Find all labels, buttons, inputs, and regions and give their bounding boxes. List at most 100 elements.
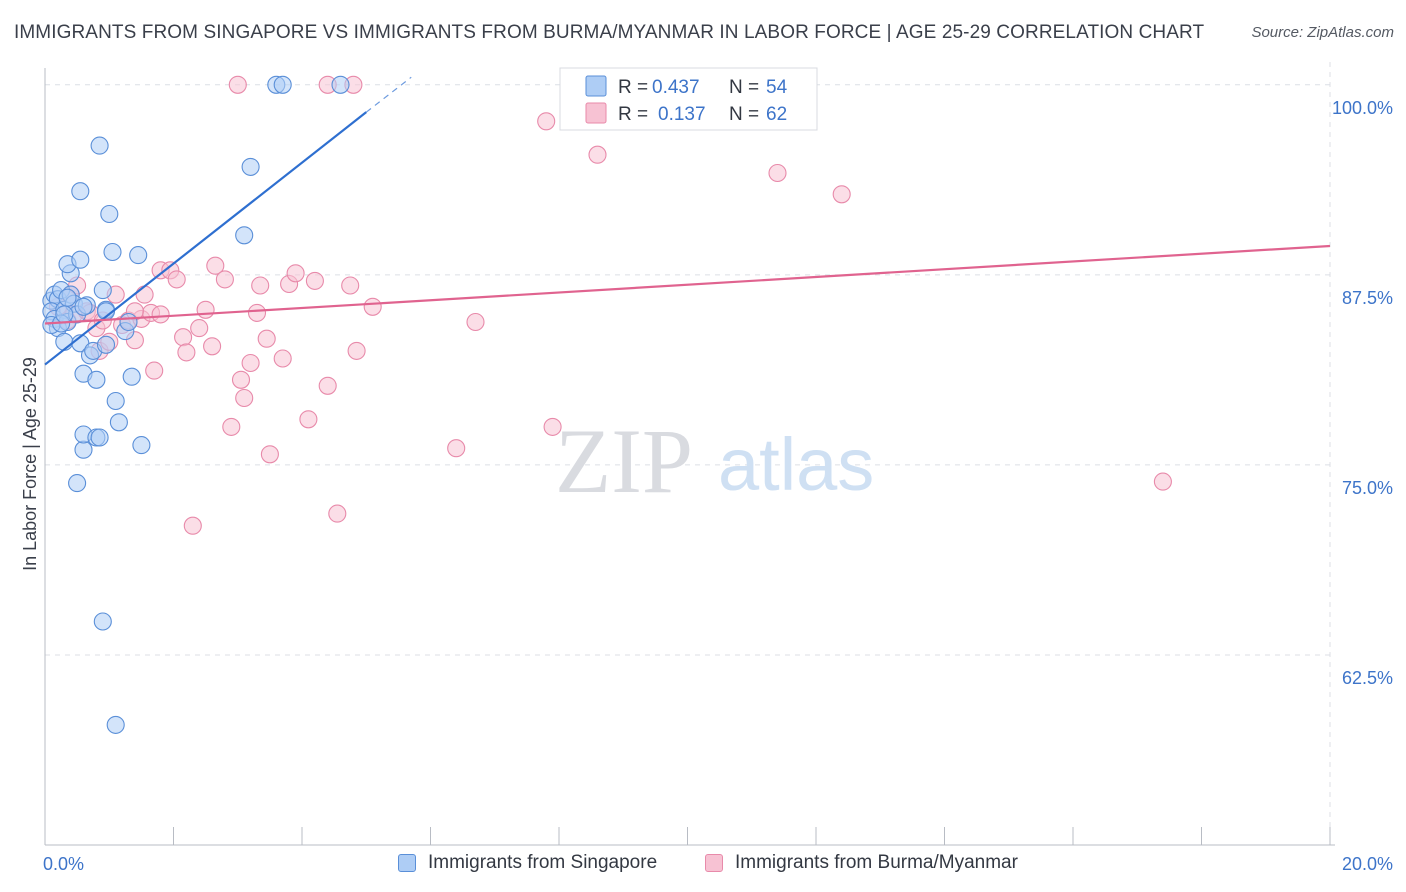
burma-point bbox=[363, 297, 382, 316]
source-credit: Source: ZipAtlas.com bbox=[1251, 24, 1394, 41]
singapore-point bbox=[331, 75, 350, 94]
y-tick-label: 62.5% bbox=[1342, 668, 1393, 688]
singapore-point bbox=[93, 612, 112, 631]
y-tick-label: 87.5% bbox=[1342, 288, 1393, 308]
singapore-point bbox=[132, 436, 151, 455]
legend-n-label: N = bbox=[729, 77, 759, 98]
legend-swatch-burma bbox=[705, 854, 723, 872]
singapore-point bbox=[106, 391, 125, 411]
watermark: ZIP atlas bbox=[555, 410, 874, 512]
burma-trend-line bbox=[44, 244, 1331, 325]
singapore-point bbox=[273, 75, 292, 94]
burma-point bbox=[318, 376, 337, 395]
legend-swatch-burma bbox=[585, 102, 607, 124]
burma-point bbox=[305, 271, 324, 290]
trend-lines bbox=[44, 76, 1331, 366]
legend-label-burma: Immigrants from Burma/Myanmar bbox=[735, 852, 1018, 873]
burma-point bbox=[341, 276, 360, 295]
singapore-point bbox=[55, 305, 74, 324]
singapore-point bbox=[74, 440, 93, 459]
x-tick-labels: 0.0% 20.0% bbox=[43, 854, 1393, 874]
burma-point bbox=[215, 270, 234, 289]
singapore-point bbox=[96, 335, 116, 354]
x-tick-label: 0.0% bbox=[43, 854, 84, 874]
singapore-point bbox=[71, 250, 90, 269]
singapore-point bbox=[55, 332, 74, 351]
singapore-point bbox=[87, 370, 106, 389]
singapore-point bbox=[71, 182, 90, 201]
legend-item-burma: Immigrants from Burma/Myanmar bbox=[705, 852, 1018, 874]
burma-point bbox=[447, 439, 466, 458]
singapore-point bbox=[235, 226, 254, 245]
burma-point bbox=[299, 410, 318, 429]
legend-r-label: R = bbox=[618, 77, 648, 98]
burma-point bbox=[135, 285, 154, 304]
burma-point bbox=[235, 388, 254, 408]
legend-n-value: 62 bbox=[766, 104, 787, 125]
watermark-zip: ZIP bbox=[555, 410, 693, 512]
singapore-point bbox=[90, 136, 109, 155]
watermark-atlas: atlas bbox=[718, 423, 874, 506]
singapore-point bbox=[129, 246, 148, 265]
singapore-point bbox=[74, 297, 93, 316]
singapore-point bbox=[109, 413, 128, 432]
burma-point bbox=[196, 300, 215, 319]
burma-point bbox=[543, 417, 562, 436]
burma-point bbox=[203, 337, 222, 356]
burma-point bbox=[286, 264, 305, 283]
legend-swatch-singapore bbox=[398, 854, 416, 872]
burma-point bbox=[347, 341, 366, 360]
stats-legend: R = 0.437 N = 54 R = 0.137 N = 62 bbox=[559, 67, 818, 131]
burma-point bbox=[328, 504, 347, 523]
burma-point bbox=[151, 305, 170, 324]
x-tick-label: 20.0% bbox=[1342, 854, 1393, 874]
y-axis-label: In Labor Force | Age 25-29 bbox=[20, 357, 40, 571]
legend-item-singapore: Immigrants from Singapore bbox=[398, 852, 657, 874]
legend-swatch-singapore bbox=[585, 75, 607, 97]
singapore-point bbox=[103, 242, 122, 262]
burma-point bbox=[231, 370, 251, 389]
bottom-legend: Immigrants from Singapore Immigrants fro… bbox=[0, 852, 1406, 878]
singapore-trend-line bbox=[44, 111, 367, 366]
burma-point bbox=[588, 145, 607, 164]
singapore-point bbox=[106, 715, 125, 734]
burma-point bbox=[167, 270, 186, 289]
burma-point bbox=[257, 329, 276, 348]
singapore-points bbox=[42, 75, 350, 734]
singapore-point bbox=[90, 428, 109, 447]
burma-point bbox=[222, 417, 241, 436]
burma-point bbox=[145, 361, 164, 380]
legend-n-label: N = bbox=[729, 104, 759, 125]
legend-r-label: R = bbox=[618, 104, 648, 125]
burma-point bbox=[228, 75, 247, 94]
y-tick-labels: 62.5% 75.0% 87.5% 100.0% bbox=[1332, 98, 1393, 688]
burma-point bbox=[832, 185, 851, 204]
y-tick-label: 100.0% bbox=[1332, 98, 1393, 118]
singapore-point bbox=[93, 281, 112, 300]
singapore-point bbox=[58, 288, 77, 307]
axes bbox=[44, 68, 1335, 846]
burma-point bbox=[247, 303, 267, 322]
burma-point bbox=[241, 353, 260, 373]
chart-title: IMMIGRANTS FROM SINGAPORE VS IMMIGRANTS … bbox=[14, 22, 1205, 43]
legend-r-value: 0.437 bbox=[652, 77, 700, 98]
burma-point bbox=[251, 276, 270, 295]
burma-point bbox=[206, 256, 225, 275]
y-tick-label: 75.0% bbox=[1342, 478, 1393, 498]
burma-point bbox=[190, 319, 209, 338]
burma-point bbox=[768, 163, 787, 183]
burma-point bbox=[183, 516, 202, 535]
legend-n-value: 54 bbox=[766, 77, 788, 98]
burma-point bbox=[174, 328, 193, 347]
legend-r-value: 0.137 bbox=[658, 104, 706, 125]
burma-point bbox=[273, 349, 292, 368]
burma-point bbox=[1153, 472, 1172, 491]
burma-point bbox=[537, 112, 556, 131]
singapore-point bbox=[241, 157, 260, 176]
singapore-point bbox=[68, 474, 87, 493]
singapore-point bbox=[122, 367, 141, 386]
burma-point bbox=[466, 312, 485, 332]
legend-label-singapore: Immigrants from Singapore bbox=[428, 852, 658, 873]
singapore-point bbox=[100, 204, 119, 224]
